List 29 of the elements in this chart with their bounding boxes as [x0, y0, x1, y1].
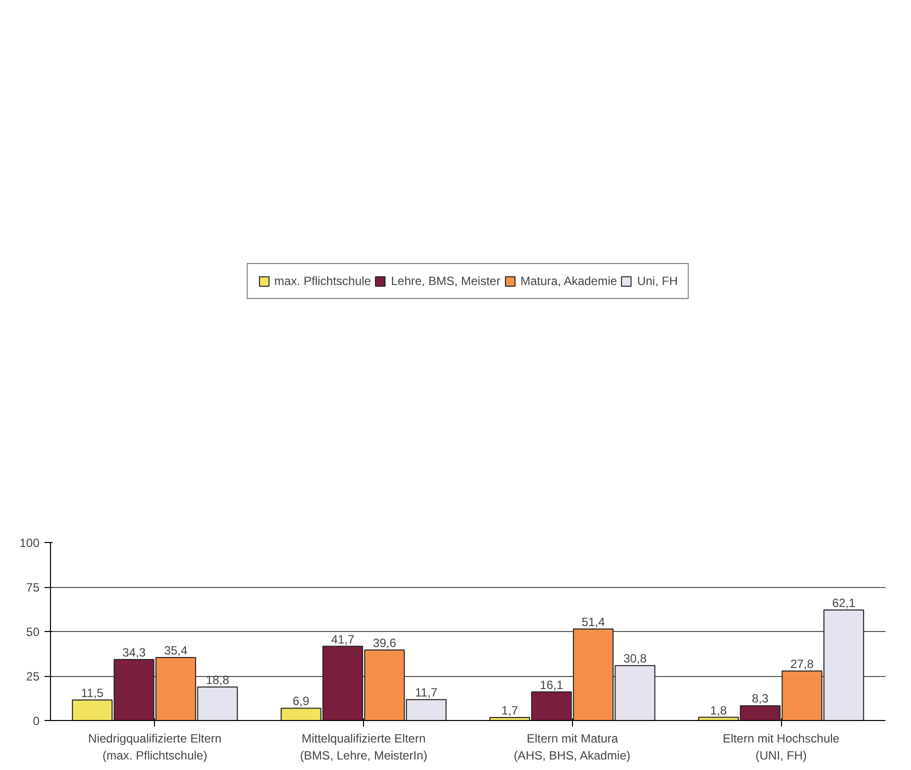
- y-tick-label: 50: [26, 625, 40, 639]
- data-label: 62,1: [832, 596, 856, 610]
- data-label: 30,8: [623, 652, 648, 666]
- y-tick-label: 75: [26, 580, 40, 594]
- data-label: 1,7: [501, 703, 518, 718]
- data-label: 41,7: [331, 632, 355, 646]
- data-label: 6,9: [292, 694, 310, 708]
- legend-label: max. Pflichtschule: [274, 274, 371, 288]
- data-label: 11,5: [81, 686, 104, 700]
- data-label: 8,3: [752, 692, 769, 706]
- data-label: 11,7: [415, 686, 438, 700]
- legend-label: Lehre, BMS, Meister: [390, 274, 500, 288]
- data-label: 16,1: [540, 678, 564, 692]
- data-label: 39,6: [372, 636, 397, 650]
- y-tick-label: 25: [26, 670, 40, 684]
- data-label: 34,3: [122, 645, 146, 660]
- data-label: 35,4: [164, 643, 188, 658]
- data-label: 27,8: [790, 657, 814, 672]
- legend-label: Uni, FH: [637, 274, 678, 288]
- data-label: 1,8: [710, 703, 728, 718]
- y-tick-label: 100: [19, 536, 40, 550]
- y-tick-label: 0: [32, 714, 40, 728]
- x-tick-label: Eltern mit Matura (AHS, BHS, Akadmie): [514, 732, 630, 762]
- data-label: 51,4: [582, 615, 606, 630]
- x-tick-label: Eltern mit Hochschule (UNI, FH): [722, 732, 840, 762]
- data-label: 18,8: [206, 673, 230, 688]
- legend-label: Matura, Akademie: [520, 274, 618, 288]
- x-tick-label: Mittelqualifizierte Eltern (BMS, Lehre, MeisterIn): [300, 732, 428, 762]
- x-tick-label: Niedrigqualifizierte Eltern (max. Pflichtschule): [88, 732, 222, 762]
